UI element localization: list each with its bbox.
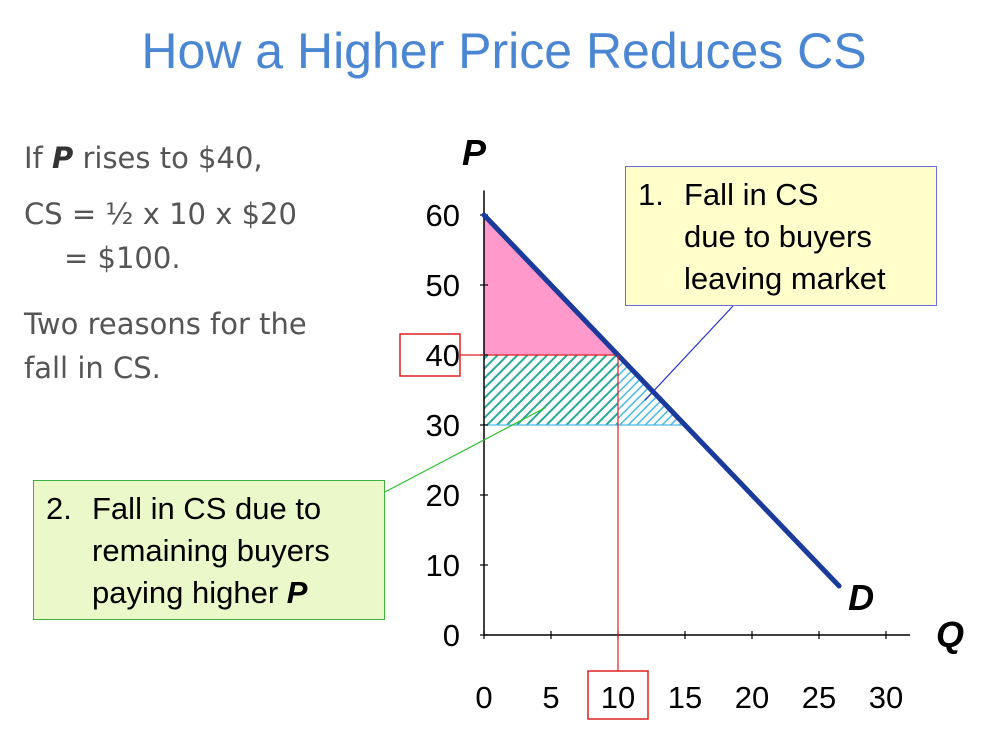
y-tick-label: 60 [426,198,460,233]
x-tick-label: 25 [802,680,836,715]
x-tick-label: 15 [668,680,702,715]
callout1-line3: leaving market [684,261,886,296]
callout1-number: 1. [638,177,664,212]
y-tick-label: 30 [426,408,460,443]
demand-label: D [848,577,874,618]
x-tick-label: 10 [601,680,635,715]
callout2-price-variable: P [286,575,308,610]
callout2-connector [384,406,546,493]
y-tick-label: 10 [426,548,460,583]
reasons-text-line2: fall in CS. [24,351,161,385]
y-tick-label: 0 [443,618,460,653]
page-title: How a Higher Price Reduces CS [141,23,867,79]
callout2-line3: paying higher P [92,575,308,610]
x-tick-label: 20 [735,680,769,715]
x-tick-label: 5 [542,680,559,715]
callout-buyers-leaving: 1. Fall in CS due to buyers leaving mark… [625,166,937,306]
callout1-line2: due to buyers [684,219,872,254]
x-tick-label: 0 [475,680,492,715]
price-rise-text: If P rises to $40, [24,141,263,175]
y-tick-label: 20 [426,478,460,513]
callout1-line1: Fall in CS [684,177,819,212]
y-tick-label: 40 [426,338,460,373]
reasons-text-line1: Two reasons for the [24,307,307,341]
callout2-number: 2. [46,491,72,526]
x-axis-title: Q [936,614,964,655]
price-variable: P [51,141,74,175]
cs-formula-text: CS = ½ x 10 x $20 [24,197,297,231]
callout2-line1: Fall in CS due to [92,491,322,526]
callout-higher-price: 2. Fall in CS due to remaining buyers pa… [33,480,385,620]
callout1-connector [644,305,734,401]
demand-curve [481,212,842,589]
y-tick-label: 50 [426,268,460,303]
callout2-line2: remaining buyers [92,533,330,568]
cs-loss-higher-price-area [484,355,618,425]
y-axis-title: P [462,132,487,173]
cs-result-text: = $100. [64,241,181,275]
x-tick-label: 30 [869,680,903,715]
